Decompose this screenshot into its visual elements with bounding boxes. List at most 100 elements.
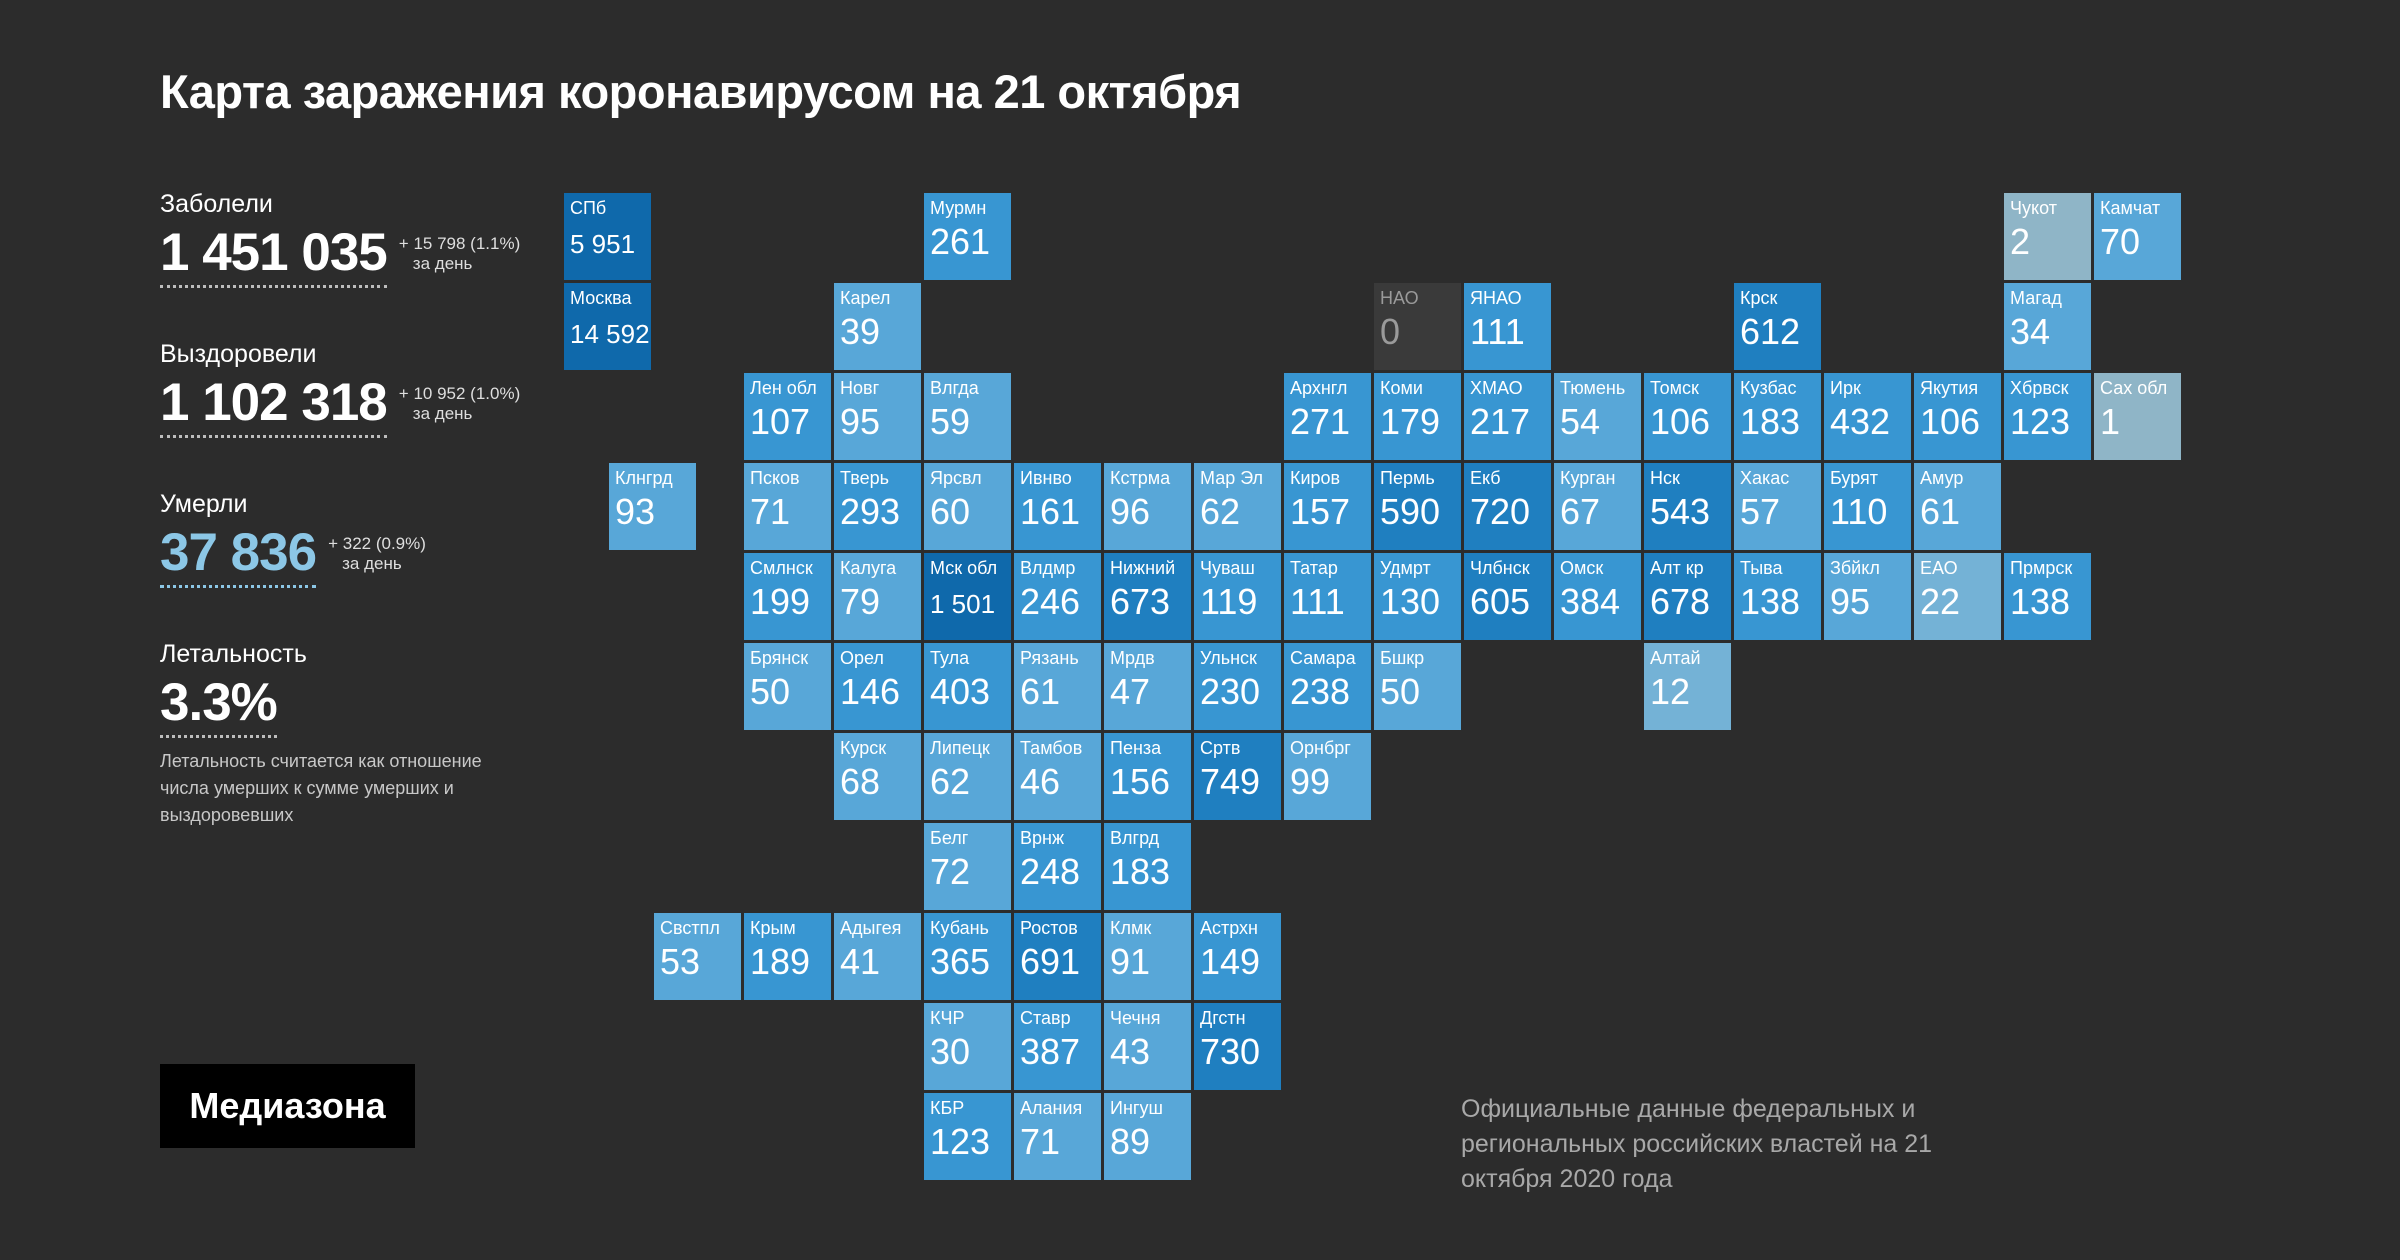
region-tile[interactable]: Дгстн 730 [1194, 1003, 1281, 1090]
region-tile[interactable]: Мск обл 1 501 [924, 553, 1011, 640]
region-name: Ирк [1830, 378, 1861, 398]
region-tile[interactable]: Самара 238 [1284, 643, 1371, 730]
region-tile[interactable]: Ульнск 230 [1194, 643, 1281, 730]
region-tile[interactable]: Чукот 2 [2004, 193, 2091, 280]
region-tile[interactable]: Мар Эл 62 [1194, 463, 1281, 550]
region-tile[interactable]: Татар 111 [1284, 553, 1371, 640]
region-tile[interactable]: НАО 0 [1374, 283, 1461, 370]
region-tile[interactable]: Якутия 106 [1914, 373, 2001, 460]
region-tile[interactable]: КЧР 30 [924, 1003, 1011, 1090]
mediazona-logo[interactable]: Медиазона [160, 1064, 415, 1148]
region-tile[interactable]: Алт кр 678 [1644, 553, 1731, 640]
region-tile[interactable]: Орнбрг 99 [1284, 733, 1371, 820]
region-tile[interactable]: Омск 384 [1554, 553, 1641, 640]
region-tile[interactable]: Киров 157 [1284, 463, 1371, 550]
region-tile[interactable]: КБР 123 [924, 1093, 1011, 1180]
region-tile[interactable]: Белг 72 [924, 823, 1011, 910]
region-tile[interactable]: Ставр 387 [1014, 1003, 1101, 1090]
region-tile[interactable]: Мрдв 47 [1104, 643, 1191, 730]
region-name: Ярсвл [930, 468, 982, 488]
region-tile[interactable]: Алания 71 [1014, 1093, 1101, 1180]
region-tile[interactable]: Адыгея 41 [834, 913, 921, 1000]
region-tile[interactable]: Новг 95 [834, 373, 921, 460]
region-tile[interactable]: Коми 179 [1374, 373, 1461, 460]
region-tile[interactable]: Клнгрд 93 [609, 463, 696, 550]
region-tile[interactable]: Пермь 590 [1374, 463, 1461, 550]
region-tile[interactable]: Врнж 248 [1014, 823, 1101, 910]
region-tile[interactable]: Томск 106 [1644, 373, 1731, 460]
region-tile[interactable]: Смлнск 199 [744, 553, 831, 640]
region-tile[interactable]: ЕАО 22 [1914, 553, 2001, 640]
region-tile[interactable]: Астрхн 149 [1194, 913, 1281, 1000]
region-tile[interactable]: Брянск 50 [744, 643, 831, 730]
region-tile[interactable]: Хакас 57 [1734, 463, 1821, 550]
region-tile[interactable]: Кстрма 96 [1104, 463, 1191, 550]
region-tile[interactable]: Нижний 673 [1104, 553, 1191, 640]
region-name: СПб [570, 198, 607, 218]
lethality-value[interactable]: 3.3% [160, 671, 278, 738]
region-tile[interactable]: Тула 403 [924, 643, 1011, 730]
region-tile[interactable]: Свстпл 53 [654, 913, 741, 1000]
region-tile[interactable]: Лен обл 107 [744, 373, 831, 460]
region-tile[interactable]: Камчат 70 [2094, 193, 2181, 280]
region-tile[interactable]: Бурят 110 [1824, 463, 1911, 550]
region-tile[interactable]: Ярсвл 60 [924, 463, 1011, 550]
region-tile[interactable]: Члбнск 605 [1464, 553, 1551, 640]
infected-value[interactable]: 1 451 035 [160, 221, 388, 288]
region-tile[interactable]: Амур 61 [1914, 463, 2001, 550]
region-tile[interactable]: Кузбас 183 [1734, 373, 1821, 460]
region-value: 183 [1110, 851, 1171, 892]
region-tile[interactable]: Ивнво 161 [1014, 463, 1101, 550]
region-tile[interactable]: ХМАО 217 [1464, 373, 1551, 460]
region-tile[interactable]: Кубань 365 [924, 913, 1011, 1000]
region-tile[interactable]: Курган 67 [1554, 463, 1641, 550]
region-value: 161 [1020, 491, 1081, 532]
region-tile[interactable]: Сртв 749 [1194, 733, 1281, 820]
region-tile[interactable]: Влдмр 246 [1014, 553, 1101, 640]
region-tile[interactable]: Екб 720 [1464, 463, 1551, 550]
region-tile[interactable]: Ростов 691 [1014, 913, 1101, 1000]
region-tile[interactable]: Рязань 61 [1014, 643, 1101, 730]
recovered-value[interactable]: 1 102 318 [160, 371, 388, 438]
region-tile[interactable]: Пенза 156 [1104, 733, 1191, 820]
region-tile[interactable]: Хбрвск 123 [2004, 373, 2091, 460]
region-name: Киров [1290, 468, 1341, 488]
region-tile[interactable]: Архнгл 271 [1284, 373, 1371, 460]
region-tile[interactable]: Удмрт 130 [1374, 553, 1461, 640]
region-tile[interactable]: Орел 146 [834, 643, 921, 730]
region-value: 62 [1200, 491, 1241, 532]
region-tile[interactable]: Бшкр 50 [1374, 643, 1461, 730]
region-tile[interactable]: Влгда 59 [924, 373, 1011, 460]
region-tile[interactable]: Чуваш 119 [1194, 553, 1281, 640]
region-tile[interactable]: Тюмень 54 [1554, 373, 1641, 460]
region-tile[interactable]: Алтай 12 [1644, 643, 1731, 730]
region-tile[interactable]: Клмк 91 [1104, 913, 1191, 1000]
region-tile[interactable]: Москва 14 592 [564, 283, 651, 370]
region-tile[interactable]: Калуга 79 [834, 553, 921, 640]
region-tile[interactable]: Крым 189 [744, 913, 831, 1000]
region-name: Чечня [1110, 1008, 1161, 1028]
region-tile[interactable]: Ингуш 89 [1104, 1093, 1191, 1180]
region-tile[interactable]: Влгрд 183 [1104, 823, 1191, 910]
region-tile[interactable]: Мурмн 261 [924, 193, 1011, 280]
region-tile[interactable]: Тыва 138 [1734, 553, 1821, 640]
region-tile[interactable]: Тверь 293 [834, 463, 921, 550]
region-tile[interactable]: Псков 71 [744, 463, 831, 550]
region-tile[interactable]: Тамбов 46 [1014, 733, 1101, 820]
region-tile[interactable]: Сах обл 1 [2094, 373, 2181, 460]
region-value: 1 501 [930, 589, 996, 619]
region-tile[interactable]: Курск 68 [834, 733, 921, 820]
region-tile[interactable]: Липецк 62 [924, 733, 1011, 820]
region-tile[interactable]: Ирк 432 [1824, 373, 1911, 460]
region-tile[interactable]: Прмрск 138 [2004, 553, 2091, 640]
region-tile[interactable]: Нск 543 [1644, 463, 1731, 550]
deaths-value[interactable]: 37 836 [160, 521, 317, 588]
region-tile[interactable]: Карел 39 [834, 283, 921, 370]
region-tile[interactable]: Магад 34 [2004, 283, 2091, 370]
region-tile[interactable]: Збйкл 95 [1824, 553, 1911, 640]
region-tile[interactable]: Крск 612 [1734, 283, 1821, 370]
region-tile[interactable]: ЯНАО 111 [1464, 283, 1551, 370]
region-tile[interactable]: СПб 5 951 [564, 193, 651, 280]
region-tile[interactable]: Чечня 43 [1104, 1003, 1191, 1090]
region-value: 50 [750, 671, 791, 712]
